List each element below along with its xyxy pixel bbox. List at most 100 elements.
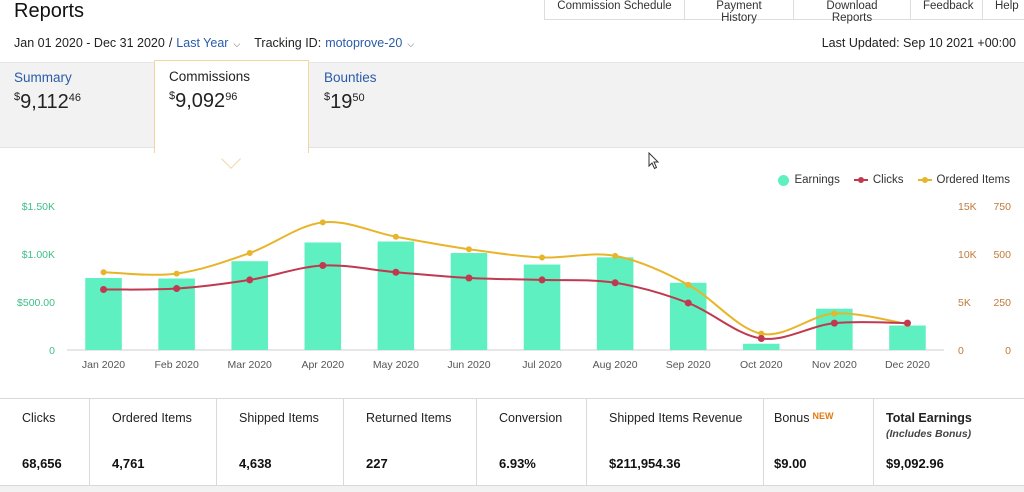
chart-legend: Earnings Clicks Ordered Items	[778, 174, 1010, 186]
help-tab[interactable]: Help	[982, 0, 1024, 20]
ordered-items-point	[319, 219, 326, 226]
stat-sublabel: (Includes Bonus)	[886, 428, 972, 440]
tab-bounties[interactable]: Bounties $1950	[324, 62, 377, 148]
ordered-items-point	[612, 252, 619, 259]
x-axis-tick-label: Jan 2020	[82, 359, 125, 371]
tab-bounties-amount: $1950	[324, 91, 365, 113]
legend-earnings[interactable]: Earnings	[778, 174, 840, 186]
payment-history-tab[interactable]: Payment History	[684, 0, 793, 24]
mouse-cursor-icon	[648, 152, 660, 170]
stat-label: Shipped Items Revenue	[609, 411, 743, 425]
clicks-point	[903, 319, 911, 327]
right-axis-clicks-tick-label: 10K	[958, 249, 977, 261]
tab-summary[interactable]: Summary $9,11246	[14, 62, 81, 148]
stat-value: 4,638	[239, 456, 272, 471]
commission-schedule-tab[interactable]: Commission Schedule	[544, 0, 684, 20]
stat-shipped-revenue: Shipped Items Revenue $211,954.36	[587, 399, 764, 485]
clicks-point	[830, 319, 838, 327]
chevron-down-icon[interactable]: ⌵	[407, 38, 415, 49]
stat-value: 4,761	[112, 456, 145, 471]
stat-bonus: Bonus NEW $9.00	[764, 399, 874, 485]
stat-label: Ordered Items	[112, 411, 192, 425]
earnings-bar	[743, 343, 780, 350]
page-title: Reports	[14, 0, 85, 22]
clicks-point	[173, 285, 181, 293]
clicks-point	[684, 299, 692, 307]
earnings-chart: 0 $500.00 $1.00K $1.50K 0 5K 10K 15K 0 250 500 750 J…	[17, 201, 1011, 371]
x-axis-tick-label: Mar 2020	[228, 359, 273, 371]
bottom-strip	[0, 486, 1024, 492]
last-updated: Last Updated: Sep 10 2021 +00:00	[821, 36, 1016, 50]
stat-value: 227	[366, 456, 388, 471]
ordered-items-point	[246, 250, 253, 257]
clicks-point	[392, 268, 400, 276]
tab-summary-amount: $9,11246	[14, 91, 81, 113]
x-axis-tick-label: Jul 2020	[522, 359, 562, 371]
clicks-point	[611, 279, 619, 287]
right-axis-clicks-tick-label: 5K	[958, 297, 971, 309]
stat-value: $9.00	[774, 456, 807, 471]
earnings-bar	[669, 282, 707, 350]
left-axis-tick-label: $500.00	[17, 297, 55, 309]
stat-value: $9,092.96	[886, 456, 944, 471]
x-axis-tick-label: Nov 2020	[812, 359, 857, 371]
stat-conversion: Conversion 6.93%	[477, 399, 587, 485]
right-axis-clicks-tick-label: 15K	[958, 201, 977, 213]
new-badge: NEW	[812, 411, 834, 421]
stat-label: Clicks	[22, 411, 56, 425]
ordered-items-point	[539, 254, 546, 261]
stat-label: Returned Items	[366, 411, 452, 425]
legend-ordered-items[interactable]: Ordered Items	[917, 174, 1011, 186]
ordered-items-point	[465, 246, 472, 253]
tracking-id-dropdown[interactable]: motoprove-20	[325, 36, 403, 50]
legend-ordered-label: Ordered Items	[936, 174, 1011, 186]
x-axis-tick-label: Dec 2020	[885, 359, 930, 371]
date-range: Jan 01 2020 - Dec 31 2020	[14, 36, 165, 50]
clicks-line	[103, 264, 908, 340]
clicks-point	[538, 276, 546, 284]
tab-commissions-amount: $9,09296	[169, 90, 238, 112]
earnings-bar	[304, 242, 342, 350]
ordered-items-point	[392, 233, 399, 240]
stat-value: $211,954.36	[609, 456, 681, 471]
stat-total-earnings: Total Earnings (Includes Bonus) $9,092.9…	[874, 399, 1024, 485]
download-reports-tab[interactable]: Download Reports	[793, 0, 910, 24]
earnings-bar	[889, 325, 926, 350]
left-axis-tick-label: $1.50K	[22, 201, 55, 213]
stat-label: Total Earnings	[886, 411, 972, 425]
x-axis-tick-label: Oct 2020	[740, 359, 783, 371]
separator: /	[168, 36, 173, 50]
stat-clicks: Clicks 68,656	[0, 399, 90, 485]
earnings-swatch-icon	[778, 174, 790, 186]
tab-bounties-label: Bounties	[324, 70, 377, 85]
stats-bar: Clicks 68,656 Ordered Items 4,761 Shippe…	[0, 398, 1024, 486]
earnings-bar	[450, 253, 488, 350]
x-axis-tick-label: Aug 2020	[593, 359, 638, 371]
stat-ordered-items: Ordered Items 4,761	[90, 399, 217, 485]
ordered-items-point	[100, 269, 107, 276]
x-axis-tick-label: Feb 2020	[154, 359, 199, 371]
stat-shipped-items: Shipped Items 4,638	[217, 399, 344, 485]
x-axis-tick-label: Sep 2020	[666, 359, 711, 371]
clicks-swatch-icon	[853, 177, 868, 183]
stat-returned-items: Returned Items 227	[344, 399, 477, 485]
clicks-point	[465, 274, 473, 282]
right-axis-ordered-tick-label: 0	[1005, 345, 1011, 357]
legend-clicks[interactable]: Clicks	[853, 174, 904, 186]
clicks-point	[100, 286, 108, 294]
tab-commissions[interactable]: Commissions $9,09296	[154, 60, 309, 153]
feedback-tab[interactable]: Feedback	[910, 0, 982, 20]
left-axis-tick-label: 0	[49, 345, 55, 357]
ordered-items-point	[831, 310, 838, 317]
filter-row: Jan 01 2020 - Dec 31 2020 / Last Year ⌵ …	[14, 36, 428, 50]
tracking-label: Tracking ID:	[254, 36, 322, 50]
ordered-items-point	[685, 281, 692, 288]
earnings-bar	[596, 257, 634, 350]
stat-label: Bonus NEW	[774, 411, 834, 425]
clicks-point	[757, 334, 765, 342]
stat-label: Shipped Items	[239, 411, 319, 425]
period-dropdown[interactable]: Last Year	[176, 36, 229, 50]
right-axis-ordered-tick-label: 500	[993, 249, 1011, 261]
chevron-down-icon[interactable]: ⌵	[233, 38, 241, 49]
legend-earnings-label: Earnings	[794, 174, 840, 186]
